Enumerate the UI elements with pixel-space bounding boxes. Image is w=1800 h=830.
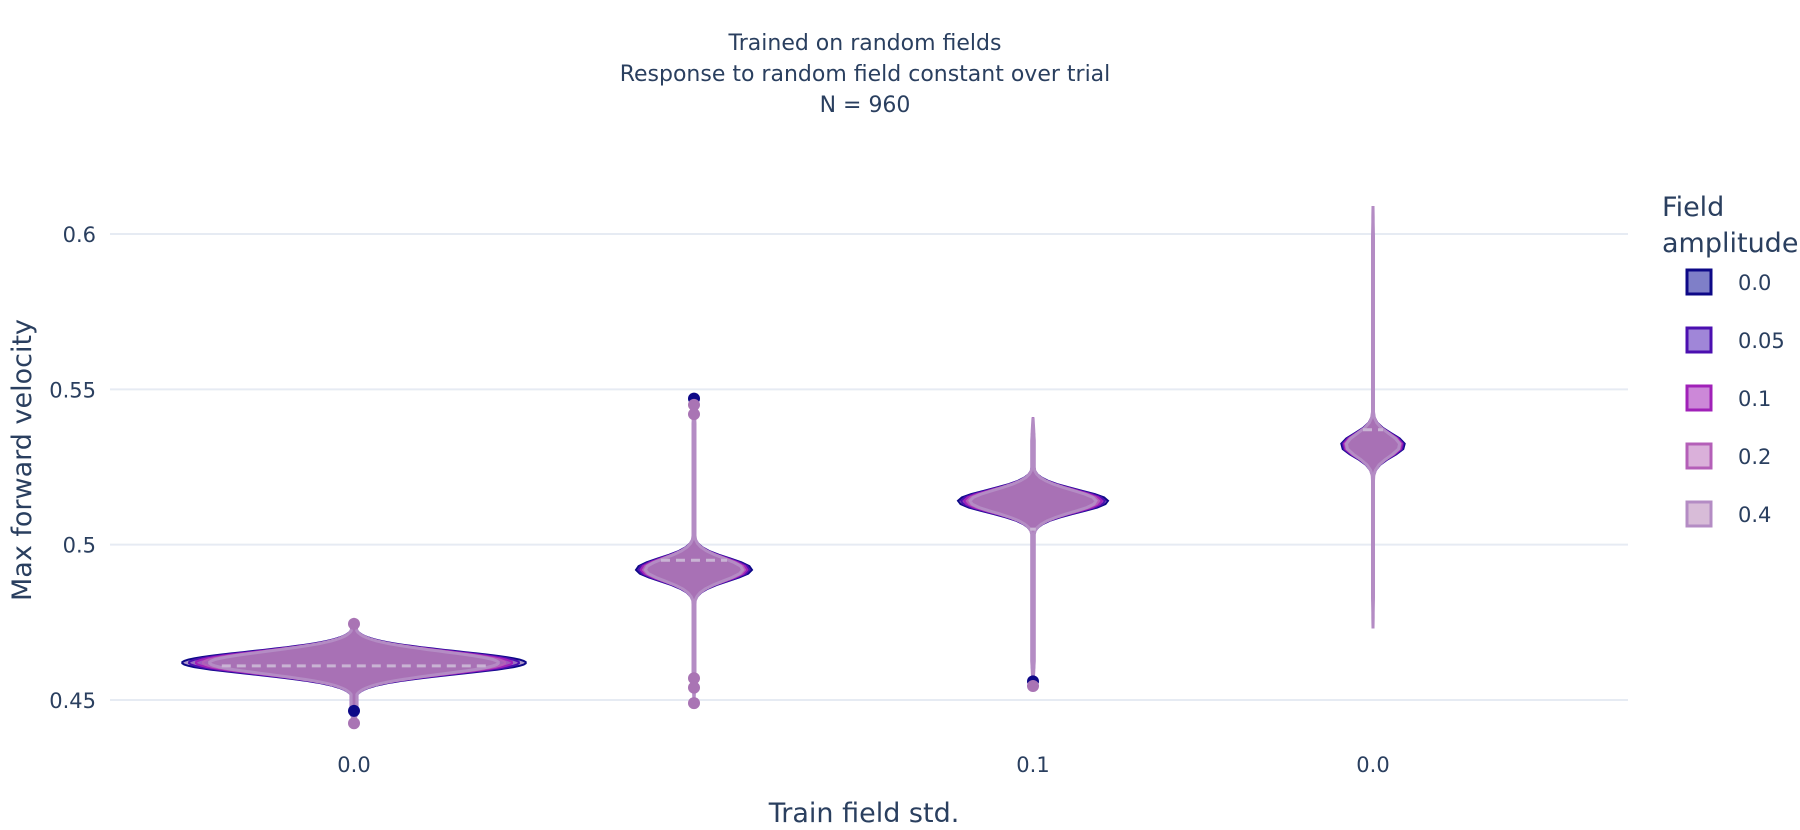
violins: [181, 205, 1406, 730]
title-line-1: Trained on random fields: [728, 31, 1002, 56]
y-axis-title: Max forward velocity: [7, 319, 38, 601]
violin-group: [181, 617, 527, 730]
legend-title-line-1: Field: [1662, 192, 1724, 223]
title-line-3: N = 960: [820, 93, 911, 118]
x-tick-label: 0.0: [337, 753, 370, 777]
title-line-2: Response to random field constant over t…: [620, 62, 1111, 87]
legend: Field amplitude 0.0 0.05 0.1 0.2 0.4: [1662, 192, 1798, 528]
y-tick-labels: 0.45 0.5 0.55 0.6: [49, 223, 96, 713]
x-axis-title: Train field std.: [768, 798, 960, 829]
outlier-point: [348, 717, 360, 730]
violin-series-4: [643, 398, 745, 704]
legend-label: 0.4: [1738, 503, 1771, 527]
legend-label: 0.2: [1738, 445, 1771, 469]
y-gridlines: [110, 233, 1628, 701]
x-tick-labels: 0.0 0.1 0.0: [337, 753, 1389, 777]
legend-swatch: [1685, 384, 1713, 412]
legend-label: 0.1: [1738, 387, 1771, 411]
outlier-point: [688, 681, 700, 694]
legend-swatch: [1685, 500, 1713, 528]
legend-title-line-2: amplitude: [1662, 228, 1798, 259]
violin-series-4: [1344, 205, 1402, 629]
outlier-point: [348, 704, 360, 717]
y-tick-label: 0.5: [63, 534, 96, 558]
chart-title: Trained on random fields Response to ran…: [620, 31, 1111, 118]
y-tick-label: 0.55: [49, 378, 96, 402]
outlier-point: [688, 697, 700, 710]
legend-swatch: [1685, 326, 1713, 354]
outlier-point: [688, 398, 700, 411]
outlier-point: [688, 672, 700, 685]
violin-series-4: [968, 417, 1098, 685]
x-tick-label: 0.1: [1016, 753, 1049, 777]
outlier-point: [688, 408, 700, 421]
outlier-point: [1027, 680, 1039, 693]
legend-label: 0.05: [1738, 329, 1785, 353]
legend-label: 0.0: [1738, 271, 1771, 295]
violin-group: [634, 392, 754, 710]
violin-group: [1340, 205, 1406, 629]
violin-group: [956, 417, 1110, 693]
outlier-point: [348, 617, 360, 630]
y-tick-label: 0.6: [63, 223, 96, 247]
x-tick-label: 0.0: [1356, 753, 1389, 777]
legend-swatch: [1685, 442, 1713, 470]
y-tick-label: 0.45: [49, 689, 96, 713]
legend-swatch: [1685, 268, 1713, 296]
